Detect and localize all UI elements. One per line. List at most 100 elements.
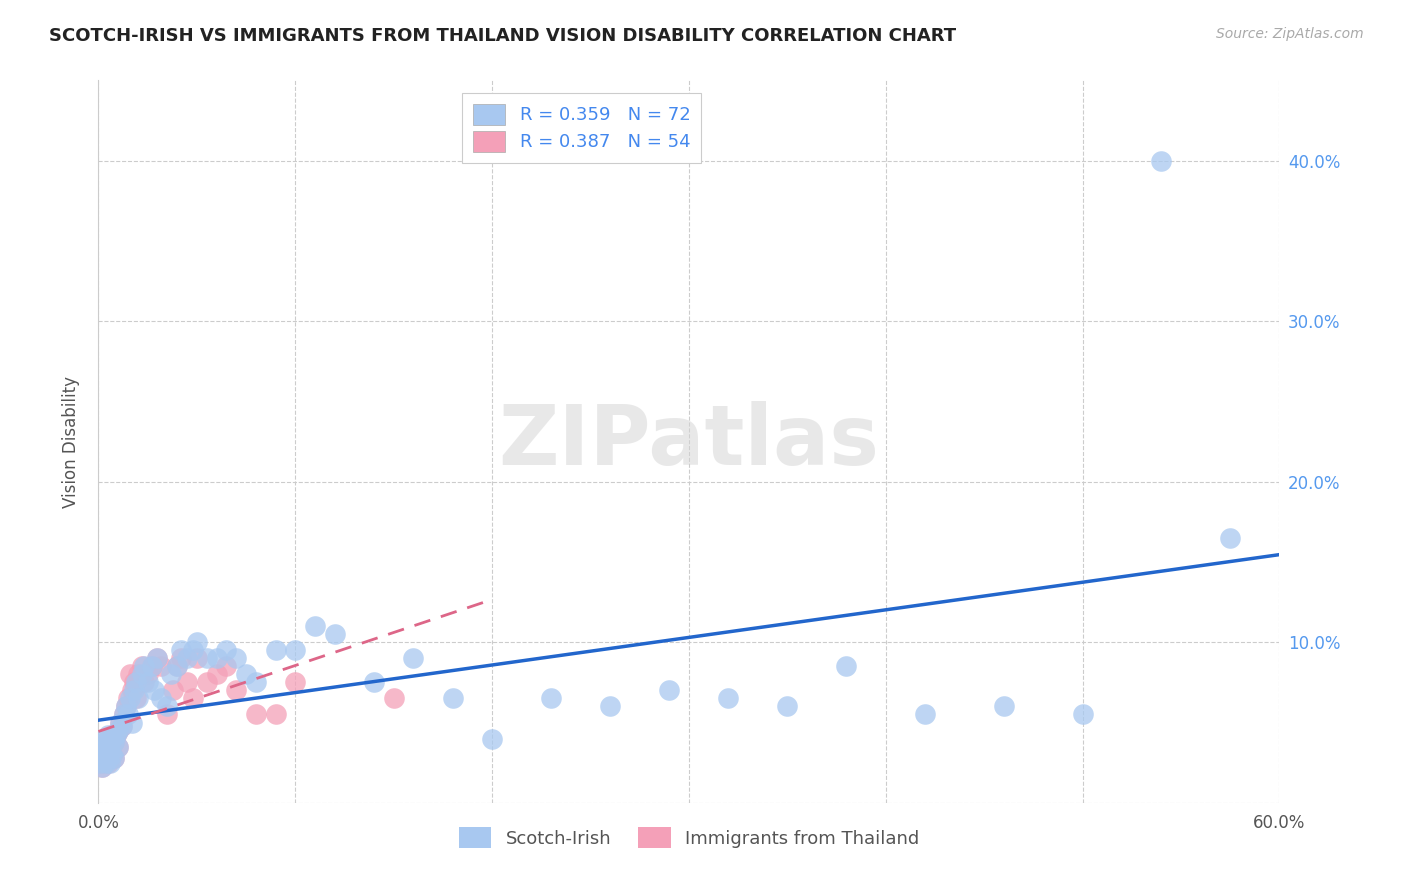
Point xyxy=(150,659,173,673)
Point xyxy=(97,751,120,765)
Point xyxy=(225,651,247,665)
Point xyxy=(98,751,121,765)
Point xyxy=(111,719,134,733)
Point xyxy=(717,691,740,706)
Point xyxy=(117,691,139,706)
Point xyxy=(107,739,129,754)
Point xyxy=(195,651,218,665)
Point xyxy=(402,651,425,665)
Point xyxy=(101,728,124,742)
Point xyxy=(235,667,257,681)
Point xyxy=(93,747,115,762)
Point xyxy=(96,739,118,754)
Point xyxy=(101,747,124,762)
Point xyxy=(122,675,145,690)
Point xyxy=(245,707,267,722)
Point xyxy=(225,683,247,698)
Point xyxy=(284,643,307,657)
Point xyxy=(91,760,114,774)
Point xyxy=(101,747,124,762)
Text: SCOTCH-IRISH VS IMMIGRANTS FROM THAILAND VISION DISABILITY CORRELATION CHART: SCOTCH-IRISH VS IMMIGRANTS FROM THAILAND… xyxy=(49,27,956,45)
Point xyxy=(181,691,204,706)
Point xyxy=(125,691,148,706)
Point xyxy=(181,643,204,657)
Point xyxy=(97,728,120,742)
Point xyxy=(323,627,346,641)
Point xyxy=(481,731,503,746)
Legend: Scotch-Irish, Immigrants from Thailand: Scotch-Irish, Immigrants from Thailand xyxy=(447,816,931,859)
Point xyxy=(112,707,135,722)
Point xyxy=(97,743,120,757)
Point xyxy=(98,735,121,749)
Point xyxy=(89,747,111,762)
Point xyxy=(142,683,165,698)
Point xyxy=(112,707,135,722)
Point xyxy=(141,659,163,673)
Point xyxy=(118,691,141,706)
Point xyxy=(108,715,131,730)
Point xyxy=(382,691,405,706)
Point xyxy=(96,756,118,770)
Point xyxy=(176,675,198,690)
Point xyxy=(914,707,936,722)
Point xyxy=(162,683,184,698)
Point xyxy=(195,675,218,690)
Point xyxy=(131,667,153,681)
Point xyxy=(150,691,173,706)
Point xyxy=(121,715,143,730)
Y-axis label: Vision Disability: Vision Disability xyxy=(62,376,80,508)
Point xyxy=(103,751,125,765)
Point xyxy=(125,675,148,690)
Point xyxy=(93,752,115,766)
Point xyxy=(98,743,121,757)
Point xyxy=(658,683,681,698)
Point xyxy=(107,739,129,754)
Point xyxy=(97,731,120,746)
Point xyxy=(103,735,125,749)
Point xyxy=(103,735,125,749)
Point xyxy=(141,659,163,673)
Point xyxy=(98,747,121,762)
Point xyxy=(284,675,307,690)
Point xyxy=(122,683,145,698)
Point xyxy=(93,756,115,770)
Point xyxy=(166,659,188,673)
Point xyxy=(186,651,208,665)
Point xyxy=(776,699,799,714)
Point xyxy=(117,707,139,722)
Point xyxy=(91,760,114,774)
Point xyxy=(96,747,118,762)
Point xyxy=(121,683,143,698)
Point xyxy=(89,747,111,762)
Point xyxy=(205,667,228,681)
Point xyxy=(93,744,115,758)
Point xyxy=(91,739,114,754)
Point xyxy=(132,659,155,673)
Point xyxy=(835,659,858,673)
Point xyxy=(97,756,120,770)
Point xyxy=(118,667,141,681)
Text: Source: ZipAtlas.com: Source: ZipAtlas.com xyxy=(1216,27,1364,41)
Point xyxy=(127,691,149,706)
Point xyxy=(1219,531,1241,545)
Point xyxy=(132,675,155,690)
Point xyxy=(205,651,228,665)
Point xyxy=(1071,707,1094,722)
Point xyxy=(115,699,138,714)
Point xyxy=(993,699,1015,714)
Point xyxy=(441,691,464,706)
Point xyxy=(540,691,562,706)
Point xyxy=(304,619,326,633)
Point xyxy=(107,723,129,738)
Point xyxy=(89,756,111,770)
Point xyxy=(245,675,267,690)
Point xyxy=(111,719,134,733)
Point xyxy=(107,723,129,738)
Point xyxy=(215,659,238,673)
Point xyxy=(108,715,131,730)
Point xyxy=(363,675,385,690)
Point xyxy=(146,651,169,665)
Point xyxy=(105,728,128,742)
Point xyxy=(160,667,183,681)
Point xyxy=(91,751,114,765)
